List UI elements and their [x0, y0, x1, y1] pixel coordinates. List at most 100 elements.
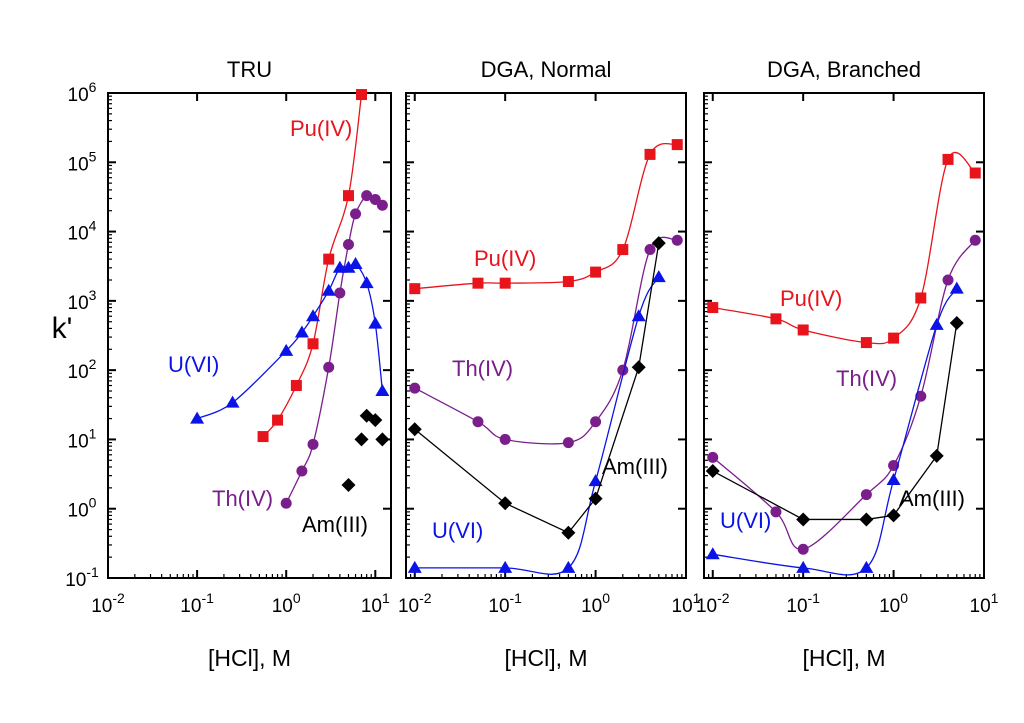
data-point — [359, 276, 374, 289]
plot-frame — [703, 92, 985, 579]
y-tick-label: 102 — [68, 356, 97, 383]
series-th-iv — [409, 234, 683, 449]
data-point — [280, 497, 292, 509]
data-point — [375, 383, 390, 396]
data-point — [361, 190, 373, 202]
data-point — [796, 512, 811, 527]
data-point — [562, 276, 574, 288]
series-line — [414, 243, 660, 534]
series-label-am-iii: Am(III) — [899, 486, 965, 511]
data-point — [942, 153, 954, 165]
data-point — [929, 317, 944, 330]
data-point — [969, 167, 981, 179]
plot-frame — [107, 92, 392, 579]
panel-title: DGA, Normal — [481, 57, 612, 82]
x-axis-label: [HCl], M — [504, 645, 587, 671]
series-am-iii — [341, 408, 390, 492]
x-tick-label: 10-2 — [91, 590, 125, 617]
x-tick-label: 101 — [970, 590, 999, 617]
data-point — [257, 431, 269, 443]
data-point — [376, 199, 388, 211]
data-point — [942, 274, 954, 286]
panel-tru: TRU [HCl], M 10-1 100 101 102 103 104 105 106 10-2… — [65, 57, 392, 671]
data-point — [886, 508, 901, 523]
series-label-th-iv: Th(IV) — [452, 356, 513, 381]
data-point — [368, 413, 383, 428]
data-point — [705, 547, 720, 560]
y-axis-label: k' — [52, 312, 73, 345]
data-point — [644, 244, 656, 256]
data-point — [498, 560, 513, 573]
data-point — [651, 236, 666, 251]
x-tick-label: 100 — [272, 590, 301, 617]
data-point — [707, 451, 719, 463]
y-tick-label: 101 — [68, 425, 97, 452]
data-point — [409, 283, 421, 295]
data-point — [671, 234, 683, 246]
panel-dga-branched: DGA, Branched [HCl], M 10-2 10-1 100 101 Pu(IV… — [696, 57, 999, 671]
y-tick-label: 105 — [68, 148, 97, 175]
y-tick-label: 100 — [68, 495, 97, 522]
data-point — [590, 266, 602, 278]
data-point — [561, 560, 576, 573]
data-point — [190, 411, 205, 424]
data-point — [409, 382, 421, 394]
series-label-u-vi: U(VI) — [432, 518, 483, 543]
data-point — [472, 277, 484, 289]
series-curve — [414, 236, 678, 445]
x-tick-label: 101 — [361, 590, 390, 617]
panel-title: DGA, Branched — [767, 57, 921, 82]
data-point — [296, 465, 308, 477]
panel-dga-normal: DGA, Normal [HCl], M 10-2 10-1 100 101 Pu(IV) T… — [398, 57, 701, 671]
data-point — [561, 525, 576, 540]
data-point — [796, 560, 811, 573]
x-tick-label: 10-2 — [398, 590, 432, 617]
x-axis-label: [HCl], M — [208, 645, 291, 671]
x-axis-label: [HCl], M — [802, 645, 885, 671]
data-point — [617, 244, 629, 256]
x-tick-label: 100 — [879, 590, 908, 617]
data-point — [272, 414, 284, 426]
series-label-am-iii: Am(III) — [302, 512, 368, 537]
y-tick-label: 103 — [68, 287, 97, 314]
data-point — [797, 324, 809, 336]
data-point — [949, 315, 964, 330]
data-point — [886, 472, 901, 485]
data-point — [356, 89, 368, 101]
data-point — [375, 432, 390, 447]
series-label-am-iii: Am(III) — [602, 454, 668, 479]
data-point — [354, 432, 369, 447]
data-point — [590, 416, 602, 428]
series-pu-iv — [409, 139, 683, 295]
data-point — [472, 416, 484, 428]
data-point — [949, 281, 964, 294]
data-point — [915, 292, 927, 304]
x-tick-label: 10-1 — [488, 590, 522, 617]
series-th-iv — [280, 190, 388, 509]
series-label-pu-iv: Pu(IV) — [290, 116, 352, 141]
data-point — [859, 512, 874, 527]
data-point — [617, 364, 629, 376]
series-curve — [196, 262, 384, 420]
data-point — [915, 390, 927, 402]
data-point — [498, 496, 513, 511]
data-point — [342, 190, 354, 202]
data-point — [341, 260, 356, 273]
x-tick-label: 10-1 — [180, 590, 214, 617]
y-tick-label: 104 — [68, 218, 97, 245]
y-tick-label: 10-1 — [65, 564, 99, 591]
data-point — [368, 316, 383, 329]
data-point — [342, 239, 354, 251]
series-u-vi — [190, 257, 390, 424]
panel-title: TRU — [227, 57, 272, 82]
data-point — [631, 360, 646, 375]
x-tick-label: 10-1 — [786, 590, 820, 617]
series-u-vi — [705, 281, 964, 576]
data-point — [797, 543, 809, 555]
data-point — [631, 309, 646, 322]
series-label-th-iv: Th(IV) — [212, 486, 273, 511]
data-point — [225, 395, 240, 408]
data-point — [770, 506, 782, 518]
x-tick-label: 101 — [672, 590, 701, 617]
